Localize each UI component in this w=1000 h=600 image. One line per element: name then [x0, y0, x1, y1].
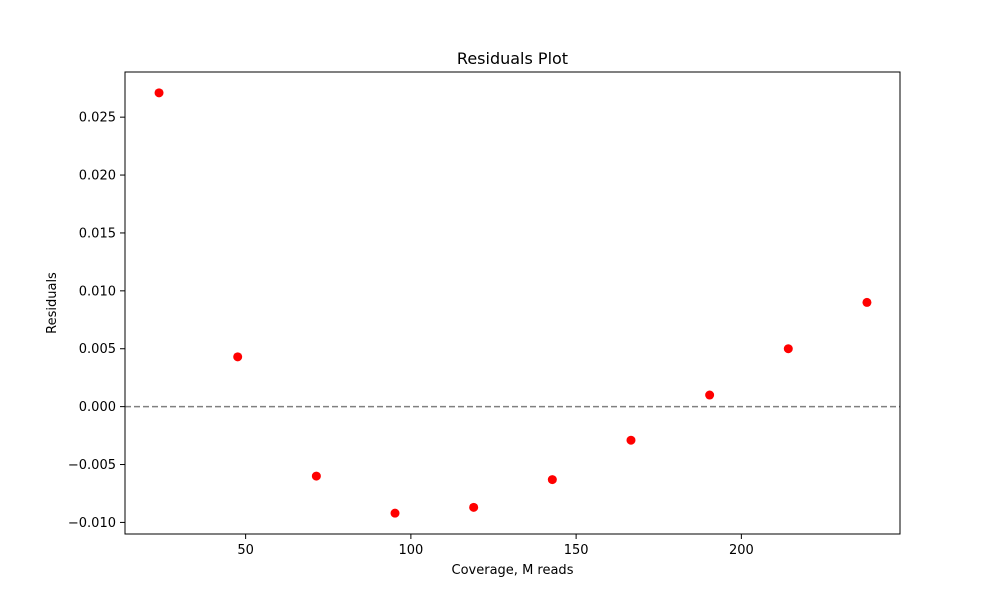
y-tick-label: 0.010 — [79, 284, 116, 299]
plot-frame — [124, 71, 901, 535]
y-tick-label: 0.000 — [79, 400, 116, 415]
chart-title: Residuals Plot — [457, 49, 568, 68]
data-point-1 — [154, 88, 164, 98]
data-point-4 — [390, 508, 400, 518]
data-point-7 — [626, 435, 636, 445]
data-point-3 — [311, 471, 321, 481]
data-point-2 — [233, 352, 243, 362]
data-point-9 — [783, 344, 793, 354]
x-axis-label: Coverage, M reads — [452, 563, 574, 578]
y-tick-label: −0.010 — [68, 516, 116, 531]
y-tick-label: 0.020 — [79, 169, 116, 184]
x-tick-label: 50 — [237, 543, 254, 558]
data-point-5 — [469, 502, 479, 512]
y-tick-label: 0.005 — [79, 342, 116, 357]
data-point-10 — [862, 297, 872, 307]
data-point-8 — [705, 390, 715, 400]
data-point-6 — [547, 475, 557, 485]
x-tick-label: 150 — [564, 543, 589, 558]
y-axis-label: Residuals — [45, 272, 60, 334]
x-tick-label: 200 — [729, 543, 754, 558]
plot-area — [125, 88, 900, 518]
x-tick-label: 100 — [398, 543, 423, 558]
y-tick-label: 0.025 — [79, 111, 116, 126]
y-tick-label: 0.015 — [79, 226, 116, 241]
y-tick-label: −0.005 — [68, 458, 116, 473]
